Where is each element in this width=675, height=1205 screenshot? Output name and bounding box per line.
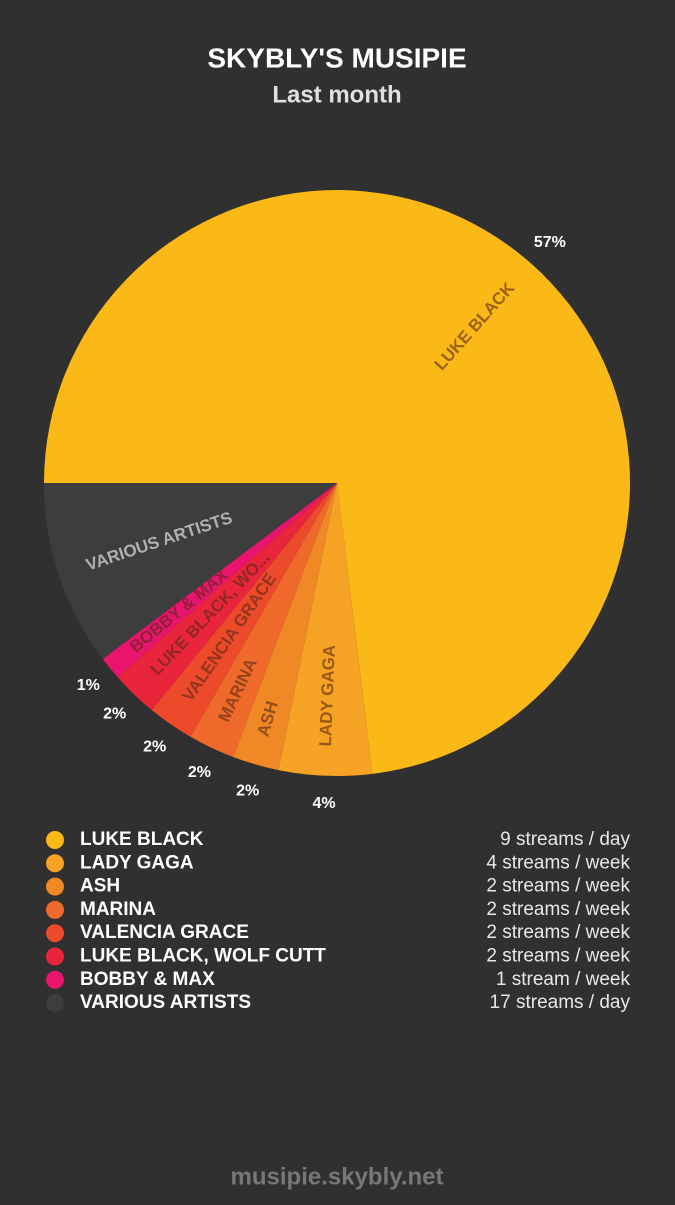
pie-slice [102, 483, 337, 678]
pie-slice [151, 483, 337, 737]
legend-label: ASH [80, 876, 120, 897]
legend-streams: 2 streams / week [486, 876, 630, 897]
legend-label: BOBBY & MAX [80, 969, 215, 990]
legend-streams: 9 streams / day [500, 829, 630, 850]
chart-title: SKYBLY'S MUSIPIE [207, 42, 466, 73]
legend-dot [46, 970, 64, 989]
percent-label: 2% [188, 764, 211, 781]
legend-streams: 2 streams / week [486, 946, 630, 967]
chart-subtitle: Last month [272, 81, 401, 108]
legend-dot [46, 854, 64, 873]
legend-label: MARINA [80, 899, 156, 920]
slice-label: LADY GAGA [316, 644, 339, 746]
footer: musipie.skybly.net [231, 1163, 444, 1190]
legend-dot [46, 877, 64, 896]
percent-label: 57% [534, 234, 566, 251]
percent-label: 2% [143, 738, 166, 755]
pie-slice [44, 189, 630, 774]
legend-dot [46, 924, 64, 943]
legend-streams: 2 streams / week [486, 899, 630, 920]
legend-streams: 4 streams / week [486, 852, 630, 873]
legend-label: LADY GAGA [80, 852, 194, 873]
percent-label: 2% [103, 706, 126, 723]
pie-slice [117, 483, 338, 710]
legend-label: LUKE BLACK, WOLF CUTT [80, 946, 326, 967]
pie-slice [233, 483, 337, 771]
legend-streams: 2 streams / week [486, 922, 630, 943]
pie-slice [278, 483, 373, 776]
legend-dot [46, 994, 64, 1013]
percent-label: 2% [236, 783, 259, 800]
pie-slice [44, 483, 337, 660]
legend-label: LUKE BLACK [80, 829, 204, 850]
legend-streams: 1 stream / week [496, 969, 631, 990]
percent-label: 4% [313, 795, 336, 812]
legend-dot [46, 900, 64, 919]
legend-streams: 17 streams / day [490, 992, 631, 1013]
legend-label: VARIOUS ARTISTS [80, 992, 251, 1013]
pie-slice [190, 483, 337, 757]
legend-label: VALENCIA GRACE [80, 922, 249, 943]
legend-dot [46, 947, 64, 966]
percent-label: 1% [77, 677, 100, 694]
legend-dot [46, 831, 64, 849]
